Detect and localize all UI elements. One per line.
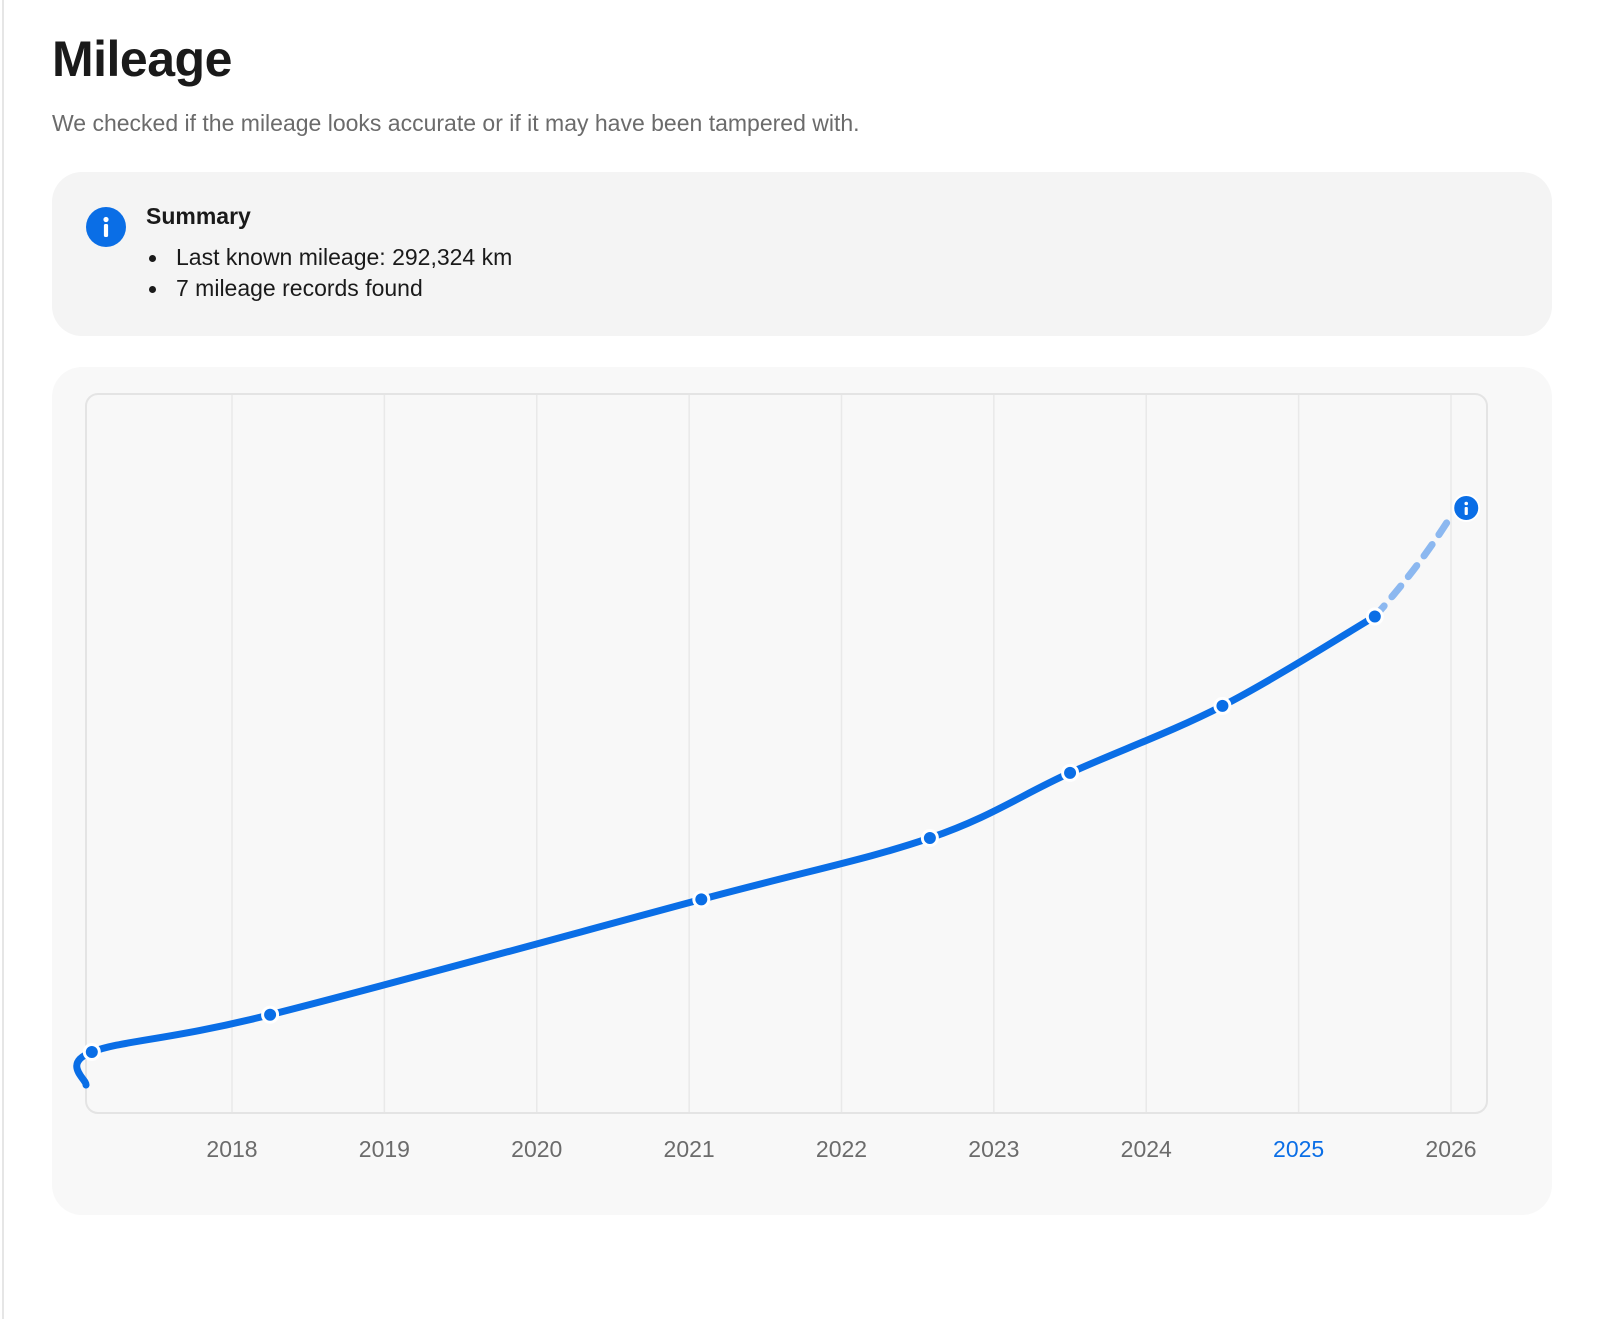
- info-icon: [86, 207, 126, 247]
- mileage-chart: 2018 2019 2020 2021 2022 2023 2024 2025 2026: [73, 393, 1488, 1162]
- data-point-7: [1365, 607, 1384, 626]
- data-point-2: [261, 1005, 280, 1024]
- data-point-6: [1213, 696, 1232, 715]
- x-tick-label-2025: 2025: [1273, 1136, 1324, 1162]
- info-icon-stem: [1464, 507, 1468, 515]
- x-tick-label-2023: 2023: [968, 1136, 1019, 1162]
- left-border: [2, 0, 4, 1319]
- summary-item-record-count: 7 mileage records found: [146, 273, 512, 304]
- summary-card: Summary Last known mileage: 292,324 km 7…: [52, 172, 1552, 336]
- mileage-chart-card: 2018 2019 2020 2021 2022 2023 2024 2025 2026: [52, 367, 1552, 1215]
- plot-area: [85, 393, 1488, 1114]
- x-tick-label-2018: 2018: [206, 1136, 257, 1162]
- data-point-3: [692, 890, 711, 909]
- x-tick-label-2026: 2026: [1425, 1136, 1476, 1162]
- data-point-4: [920, 828, 939, 847]
- x-tick-label-2022: 2022: [816, 1136, 867, 1162]
- data-point-5: [1061, 763, 1080, 782]
- summary-heading: Summary: [146, 203, 251, 229]
- projected-mileage-line: [1371, 510, 1456, 621]
- x-tick-label-2021: 2021: [664, 1136, 715, 1162]
- page-title: Mileage: [52, 31, 232, 87]
- x-tick-label-2024: 2024: [1121, 1136, 1172, 1162]
- x-tick-label-2019: 2019: [359, 1136, 410, 1162]
- info-icon-dot: [1464, 501, 1469, 506]
- page-subtitle: We checked if the mileage looks accurate…: [52, 110, 860, 136]
- data-point-1: [82, 1043, 101, 1061]
- summary-item-last-mileage: Last known mileage: 292,324 km: [146, 242, 512, 273]
- x-tick-label-2020: 2020: [511, 1136, 562, 1162]
- mileage-line: [73, 613, 1379, 1089]
- summary-list: Last known mileage: 292,324 km 7 mileage…: [146, 242, 512, 304]
